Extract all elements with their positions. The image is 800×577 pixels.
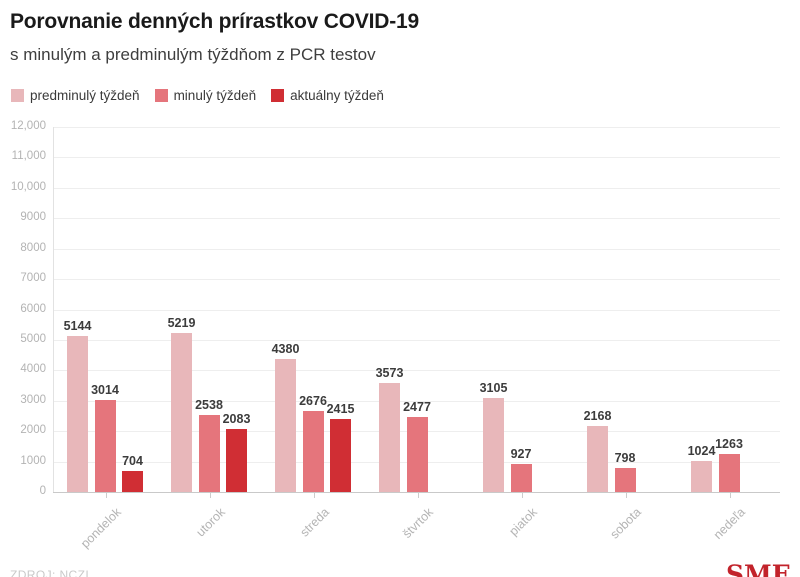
bar [718,454,740,492]
bar-value-label: 3014 [91,383,119,397]
gridline [53,248,780,250]
x-axis-tick [521,493,523,498]
legend-label: minulý týždeň [173,88,257,103]
gridline [53,157,780,159]
y-axis-tick-label: 7000 [20,272,46,285]
y-axis-line [53,127,54,492]
bar [122,471,143,492]
bar-value-label: 4380 [271,342,300,356]
legend-item-minuly: minulý týždeň [154,88,257,103]
bar-value-label: 927 [510,447,532,461]
x-axis-label: sobota [606,505,644,542]
bar [614,468,636,492]
x-axis-tick [313,493,315,498]
x-axis-tick [105,493,107,498]
legend: predminulý týždeň minulý týždeň aktuálny… [11,88,384,103]
bar-value-label: 3573 [375,366,404,380]
y-axis-tick-label: 3000 [20,393,46,406]
gridline [53,400,780,402]
bar-value-label: 1263 [715,437,743,451]
gridline [53,309,780,311]
bar-value-label: 704 [122,454,143,468]
gridline [53,127,780,128]
y-axis-tick-label: 12,000 [10,120,46,132]
x-axis-label: pondelok [77,505,124,551]
bar-value-label: 1024 [687,444,716,458]
x-axis-label: utorok [192,505,228,540]
gridline [53,187,780,189]
bar [198,415,220,492]
bar-value-label: 2676 [299,394,327,408]
chart-title: Porovnanie denných prírastkov COVID-19 [10,10,420,33]
gridline [53,218,780,220]
bar [171,333,192,492]
y-axis-tick-label: 5000 [20,332,46,345]
x-axis-label: streda [296,505,332,540]
legend-item-predminuly: predminulý týždeň [11,88,140,103]
x-axis-label: štvrtok [399,505,436,541]
x-axis-tick [729,493,731,498]
y-axis-tick-label: 1000 [20,454,46,467]
bar [302,411,324,492]
bar [691,461,712,492]
bar-value-label: 2083 [222,412,251,426]
legend-swatch-icon [154,89,168,102]
bar [226,429,247,492]
bar [379,383,400,492]
legend-label: predminulý týždeň [30,88,140,103]
bar [406,417,428,492]
bar [67,336,88,492]
x-axis-line [53,492,780,493]
bar [275,359,296,492]
bar-value-label: 2415 [326,402,355,416]
chart-subtitle: s minulým a predminulým týždňom z PCR te… [10,45,376,64]
bar-value-label: 3105 [479,381,508,395]
legend-swatch-icon [271,89,285,102]
x-axis-tick [625,493,627,498]
y-axis-tick-label: 0 [39,485,46,497]
bar [94,400,116,492]
x-axis-label: piatok [505,505,540,539]
gridline [53,279,780,281]
bar-value-label: 798 [614,451,636,465]
gridline [53,370,780,372]
legend-label: aktuálny týždeň [290,88,384,103]
bar-value-label: 5219 [167,316,196,330]
y-axis-tick-label: 8000 [20,241,46,254]
bar-value-label: 2538 [195,398,223,412]
gridline [53,339,780,341]
bar-value-label: 2168 [583,409,612,423]
x-axis-tick [209,493,211,498]
y-axis-tick-label: 4000 [20,363,46,376]
y-axis-tick-label: 2000 [20,424,46,437]
bar [483,398,504,492]
legend-item-aktualny: aktuálny týždeň [271,88,384,103]
bar [587,426,608,492]
x-axis-tick [417,493,419,498]
y-axis-tick-label: 10,000 [10,180,46,193]
bar-value-label: 2477 [403,400,431,414]
legend-swatch-icon [11,89,24,102]
bar [510,464,532,492]
y-axis-tick-label: 6000 [20,302,46,315]
bar-value-label: 5144 [63,319,92,333]
source-label: ZDROJ: NCZI [10,568,90,577]
bar [330,419,351,492]
y-axis-tick-label: 9000 [20,211,46,224]
y-axis-tick-label: 11,000 [11,150,46,163]
sme-logo[interactable]: SME [726,560,791,577]
